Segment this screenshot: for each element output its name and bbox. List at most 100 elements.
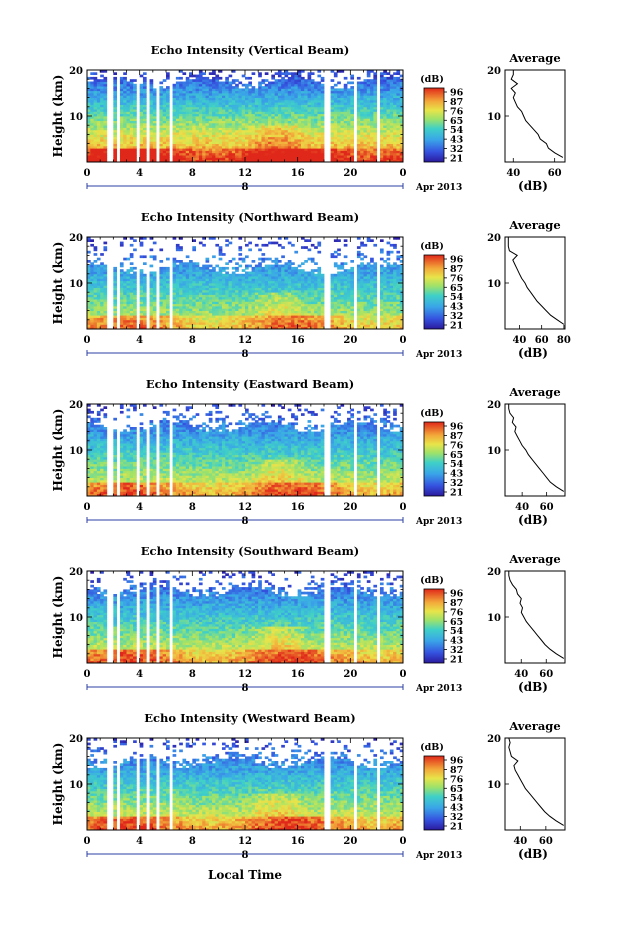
colorbar-tick-label: 21 — [450, 655, 463, 666]
y-tick-label: 20 — [69, 233, 83, 244]
profile-x-tick-label: 80 — [557, 335, 571, 346]
profile-line — [509, 571, 564, 658]
heatmap — [87, 404, 403, 496]
average-profile: Average 40 60 80 20 10 (dB) — [487, 218, 571, 360]
date-label: Apr 2013 — [415, 350, 462, 360]
y-tick-label: 10 — [69, 446, 83, 457]
y-axis-label: Height (km) — [51, 743, 65, 826]
x-tick-label: 0 — [84, 502, 91, 513]
profile-y-tick-label: 20 — [487, 567, 501, 578]
panel-4: Echo Intensity (Southward Beam) 0 4 8 12 16 20… — [51, 544, 565, 694]
profile-x-tick-label: 40 — [513, 836, 527, 847]
x-tick-label: 8 — [189, 335, 196, 346]
panel-title: Echo Intensity (Westward Beam) — [144, 711, 355, 725]
date-label: Apr 2013 — [415, 684, 462, 694]
day-label: 8 — [242, 683, 249, 694]
profile-x-tick-label: 40 — [515, 502, 529, 513]
colorbar — [424, 422, 444, 496]
y-tick-label: 20 — [69, 400, 83, 411]
panel-title: Echo Intensity (Northward Beam) — [141, 210, 359, 224]
x-tick-label: 4 — [136, 168, 143, 179]
profile-line — [509, 738, 564, 825]
colorbar-tick-label: 21 — [450, 488, 463, 499]
profile-x-tick-label: 40 — [514, 669, 528, 680]
x-tick-label: 8 — [189, 502, 196, 513]
y-tick-label: 20 — [69, 66, 83, 77]
x-tick-label: 0 — [84, 836, 91, 847]
profile-x-tick-label: 60 — [539, 836, 553, 847]
profile-x-tick-label: 40 — [512, 335, 526, 346]
day-label: 8 — [242, 349, 249, 360]
date-label: Apr 2013 — [415, 851, 462, 861]
x-tick-label: 4 — [136, 836, 143, 847]
heatmap — [87, 70, 403, 162]
date-label: Apr 2013 — [415, 517, 462, 527]
panel-title: Echo Intensity (Vertical Beam) — [151, 43, 350, 57]
colorbar-unit: (dB) — [420, 241, 444, 252]
profile-frame — [505, 70, 565, 162]
profile-title: Average — [508, 552, 560, 566]
profile-title: Average — [508, 385, 560, 399]
profile-title: Average — [508, 51, 560, 65]
profile-y-tick-label: 20 — [487, 400, 501, 411]
y-tick-label: 10 — [69, 112, 83, 123]
profile-x-label: (dB) — [518, 513, 548, 527]
colorbar — [424, 756, 444, 830]
profile-y-tick-label: 10 — [487, 112, 501, 123]
y-axis-label: Height (km) — [51, 409, 65, 492]
colorbar-tick-label: 21 — [450, 822, 463, 833]
profile-y-tick-label: 20 — [487, 66, 501, 77]
panel-title: Echo Intensity (Southward Beam) — [141, 544, 359, 558]
profile-x-label: (dB) — [518, 346, 548, 360]
x-tick-label: 16 — [291, 669, 305, 680]
x-tick-label: 0 — [400, 669, 407, 680]
x-tick-label: 12 — [238, 836, 252, 847]
colorbar — [424, 589, 444, 663]
x-tick-label: 4 — [136, 669, 143, 680]
x-tick-label: 0 — [400, 836, 407, 847]
colorbar-tick-label: 21 — [450, 154, 463, 165]
x-tick-label: 20 — [343, 502, 357, 513]
profile-y-tick-label: 10 — [487, 279, 501, 290]
profile-x-tick-label: 60 — [539, 669, 553, 680]
y-tick-label: 10 — [69, 279, 83, 290]
x-tick-label: 8 — [189, 669, 196, 680]
day-label: 8 — [242, 516, 249, 527]
profile-frame — [505, 738, 565, 830]
profile-title: Average — [508, 218, 560, 232]
heatmap — [87, 571, 403, 663]
heatmap — [87, 237, 403, 329]
x-tick-label: 20 — [343, 168, 357, 179]
profile-y-tick-label: 20 — [487, 233, 501, 244]
panel-1: Echo Intensity (Vertical Beam)0 4 8 12 16 20 0… — [51, 43, 565, 193]
profile-x-label: (dB) — [518, 680, 548, 694]
heatmap — [87, 738, 403, 830]
x-tick-label: 12 — [238, 335, 252, 346]
colorbar-unit: (dB) — [420, 408, 444, 419]
panel-3: Echo Intensity (Eastward Beam)0 4 8 12 16 20 0… — [51, 377, 565, 527]
x-tick-label: 20 — [343, 836, 357, 847]
profile-x-label: (dB) — [518, 179, 548, 193]
panel-title: Echo Intensity (Eastward Beam) — [146, 377, 354, 391]
x-axis-label: Local Time — [208, 868, 282, 882]
y-tick-label: 10 — [69, 780, 83, 791]
x-tick-label: 0 — [400, 335, 407, 346]
x-tick-label: 12 — [238, 669, 252, 680]
x-tick-label: 8 — [189, 168, 196, 179]
profile-x-tick-label: 60 — [535, 335, 549, 346]
colorbar — [424, 255, 444, 329]
x-tick-label: 0 — [84, 335, 91, 346]
profile-frame — [505, 237, 565, 329]
profile-x-label: (dB) — [518, 847, 548, 861]
profile-x-tick-label: 40 — [506, 168, 520, 179]
colorbar-tick-label: 21 — [450, 321, 463, 332]
x-tick-label: 20 — [343, 335, 357, 346]
colorbar-unit: (dB) — [420, 74, 444, 85]
panel-2: Echo Intensity (Northward Beam)0 4 8 12 16 20… — [51, 210, 571, 360]
profile-title: Average — [508, 719, 560, 733]
x-tick-label: 12 — [238, 502, 252, 513]
